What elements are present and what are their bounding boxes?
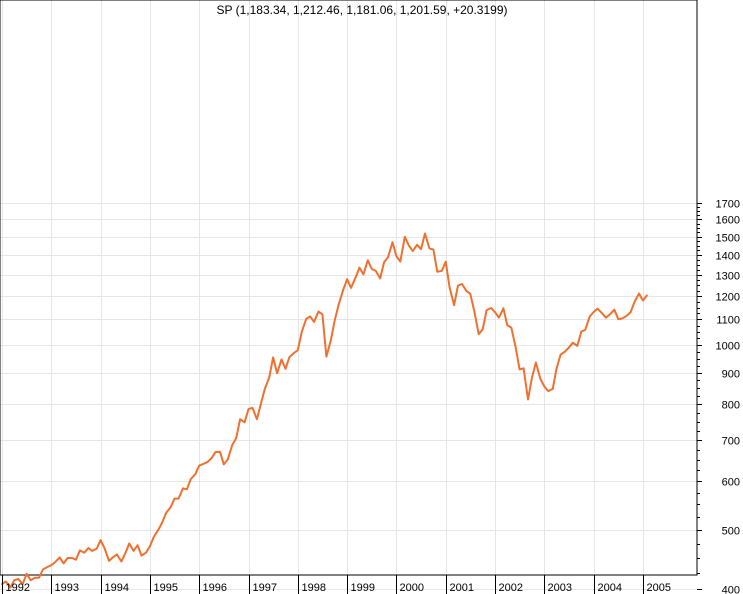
y-tick-label-900: 900: [722, 369, 740, 381]
y-tick-label-500: 500: [722, 526, 740, 538]
y-tick-label-800: 800: [722, 400, 740, 412]
x-tick-label-1992: 1992: [6, 582, 30, 594]
x-tick-label-2000: 2000: [400, 582, 424, 594]
y-tick-label-1300: 1300: [716, 271, 740, 283]
y-tick-label-600: 600: [722, 477, 740, 489]
y-tick-label-1100: 1100: [716, 315, 740, 327]
x-tick-label-2002: 2002: [499, 582, 523, 594]
x-tick-label-1996: 1996: [203, 582, 227, 594]
y-tick-label-1600: 1600: [716, 215, 740, 227]
y-axis: 400 500 600 700 800 900 1000 1100 1200 1300 1400 15…: [697, 199, 740, 594]
y-tick-label-400: 400: [722, 585, 740, 594]
chart-title: SP (1,183.34, 1,212.46, 1,181.06, 1,201.…: [216, 3, 507, 17]
series-layer: [1, 232, 648, 589]
x-tick-label-2003: 2003: [548, 582, 572, 594]
y-tick-label-1200: 1200: [716, 292, 740, 304]
y-tick-label-1000: 1000: [716, 341, 740, 353]
x-tick-label-1999: 1999: [351, 582, 375, 594]
y-tick-label-700: 700: [722, 436, 740, 448]
x-tick-label-1993: 1993: [55, 582, 79, 594]
x-tick-label-2001: 2001: [450, 582, 474, 594]
x-tick-label-1995: 1995: [154, 582, 178, 594]
y-tick-label-1500: 1500: [716, 233, 740, 245]
x-tick-label-2005: 2005: [647, 582, 671, 594]
x-tick-label-1998: 1998: [302, 582, 326, 594]
x-tick-label-2004: 2004: [598, 582, 622, 594]
x-tick-label-1997: 1997: [253, 582, 277, 594]
y-tick-label-1400: 1400: [716, 251, 740, 263]
y-tick-label-1700: 1700: [716, 199, 740, 211]
horizontal-gridlines: [0, 203, 697, 590]
plot-frame: [0, 0, 698, 576]
series-line-0: [1, 232, 648, 589]
vertical-gridlines: [2, 0, 644, 575]
x-tick-label-1994: 1994: [105, 582, 129, 594]
x-axis: 1992 1993 1994 1995 1996 1997 1998 1999 2000 2001…: [2, 575, 671, 594]
